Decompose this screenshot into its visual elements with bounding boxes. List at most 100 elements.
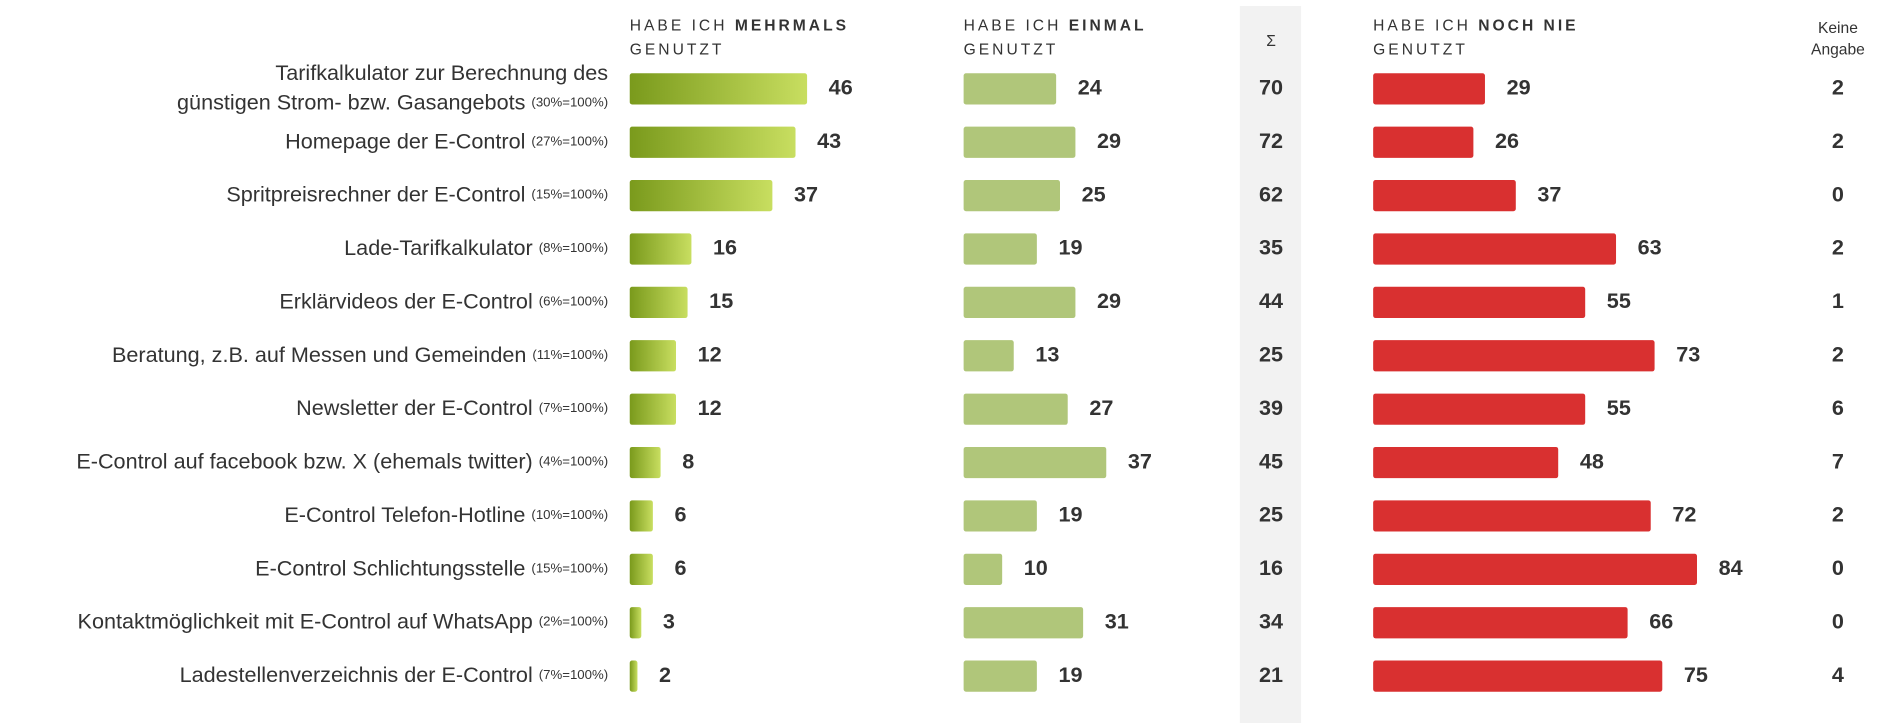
series-header-emphasis: EINMAL: [1069, 18, 1147, 35]
no-answer-value: 2: [1832, 235, 1844, 260]
value-label: 37: [1128, 448, 1152, 473]
category-base: (7%=100%): [539, 668, 608, 683]
category-label: günstigen Strom- bzw. Gasangebots (30%=1…: [177, 89, 608, 114]
category-label-text: Spritpreisrechner der E-Control: [226, 181, 525, 206]
value-label: 19: [1058, 662, 1082, 687]
category-base: (4%=100%): [539, 454, 608, 469]
bar: [963, 607, 1084, 639]
series-header-prefix: HABE ICH: [1373, 18, 1471, 35]
bar: [963, 233, 1037, 265]
category-label-text: Erklärvideos der E-Control: [279, 288, 532, 313]
category-label-text: Newsletter der E-Control: [296, 395, 533, 420]
value-label: 8: [682, 448, 694, 473]
value-label: 12: [698, 395, 722, 420]
value-label: 37: [1537, 181, 1561, 206]
category-label: Kontaktmöglichkeit mit E-Control auf Wha…: [78, 608, 609, 633]
bar: [963, 126, 1076, 158]
value-label: 84: [1719, 555, 1743, 580]
value-label: 12: [698, 341, 722, 366]
bar: [1373, 446, 1559, 479]
value-label: 66: [1649, 608, 1673, 633]
category-base: (2%=100%): [539, 614, 608, 629]
value-label: 73: [1676, 341, 1700, 366]
bar: [1373, 233, 1617, 265]
sum-column-bg: [1239, 6, 1302, 723]
bar: [629, 126, 796, 158]
value-label: 55: [1607, 395, 1631, 420]
bar: [629, 553, 653, 585]
no-answer-value: 2: [1832, 502, 1844, 527]
category-base: (6%=100%): [539, 294, 608, 309]
sum-value: 72: [1259, 128, 1283, 153]
bar: [629, 607, 642, 639]
bar: [963, 660, 1037, 692]
category-base: (15%=100%): [531, 561, 608, 576]
category-label-text: Kontaktmöglichkeit mit E-Control auf Wha…: [78, 608, 533, 633]
value-label: 29: [1097, 128, 1121, 153]
bar: [1373, 286, 1586, 319]
series-header-emphasis: MEHRMALS: [735, 18, 849, 35]
sum-value: 70: [1259, 75, 1283, 100]
value-label: 43: [817, 128, 841, 153]
value-label: 26: [1495, 128, 1519, 153]
bar: [963, 393, 1068, 425]
no-answer-value: 2: [1832, 128, 1844, 153]
bar: [629, 73, 808, 105]
bar: [963, 73, 1057, 105]
series-header: HABE ICH EINMAL: [964, 18, 1147, 35]
value-label: 15: [709, 288, 733, 313]
category-base: (7%=100%): [539, 401, 608, 416]
sum-value: 25: [1259, 502, 1283, 527]
value-label: 27: [1089, 395, 1113, 420]
value-label: 25: [1082, 181, 1106, 206]
category-base: (11%=100%): [532, 347, 608, 362]
sum-value: 21: [1259, 662, 1283, 687]
value-label: 24: [1078, 75, 1102, 100]
series-header-suffix: GENUTZT: [1373, 42, 1468, 59]
bar: [629, 500, 653, 532]
value-label: 19: [1058, 502, 1082, 527]
no-answer-value: 0: [1832, 181, 1844, 206]
category-label: Homepage der E-Control (27%=100%): [285, 128, 608, 153]
value-label: 6: [674, 555, 686, 580]
no-answer-value: 4: [1832, 662, 1844, 687]
sum-value: 62: [1259, 181, 1283, 206]
value-label: 19: [1058, 235, 1082, 260]
bar: [963, 553, 1003, 585]
category-label-text: Ladestellenverzeichnis der E-Control: [180, 662, 533, 687]
category-label: Lade-Tarifkalkulator (8%=100%): [344, 235, 608, 260]
category-label-text: E-Control auf facebook bzw. X (ehemals t…: [76, 448, 532, 473]
bar: [963, 286, 1076, 319]
sum-header: Σ: [1266, 33, 1276, 50]
category-base: (8%=100%): [539, 241, 608, 256]
value-label: 2: [659, 662, 671, 687]
category-base: (15%=100%): [531, 187, 608, 202]
bar: [1373, 500, 1651, 532]
category-label: E-Control auf facebook bzw. X (ehemals t…: [76, 448, 608, 473]
no-answer-header: Angabe: [1811, 42, 1865, 59]
bar: [1373, 553, 1697, 585]
category-label: Ladestellenverzeichnis der E-Control (7%…: [180, 662, 609, 687]
value-label: 37: [794, 181, 818, 206]
value-label: 55: [1607, 288, 1631, 313]
bar: [963, 340, 1014, 372]
value-label: 10: [1024, 555, 1048, 580]
category-label-text: Lade-Tarifkalkulator: [344, 235, 533, 260]
category-label-text: günstigen Strom- bzw. Gasangebots: [177, 89, 526, 114]
category-base: (30%=100%): [531, 95, 608, 110]
bar: [1373, 180, 1516, 212]
sum-value: 35: [1259, 235, 1283, 260]
no-answer-header: Keine: [1818, 20, 1858, 37]
series-header-suffix: GENUTZT: [630, 42, 725, 59]
value-label: 48: [1580, 448, 1604, 473]
no-answer-value: 0: [1832, 555, 1844, 580]
category-label-text: E-Control Telefon-Hotline: [284, 502, 525, 527]
series-header-prefix: HABE ICH: [630, 18, 728, 35]
value-label: 46: [829, 75, 853, 100]
category-label: Spritpreisrechner der E-Control (15%=100…: [226, 181, 608, 206]
bar: [629, 286, 688, 319]
series-header-prefix: HABE ICH: [964, 18, 1062, 35]
value-label: 3: [663, 608, 675, 633]
sum-value: 44: [1259, 288, 1283, 313]
